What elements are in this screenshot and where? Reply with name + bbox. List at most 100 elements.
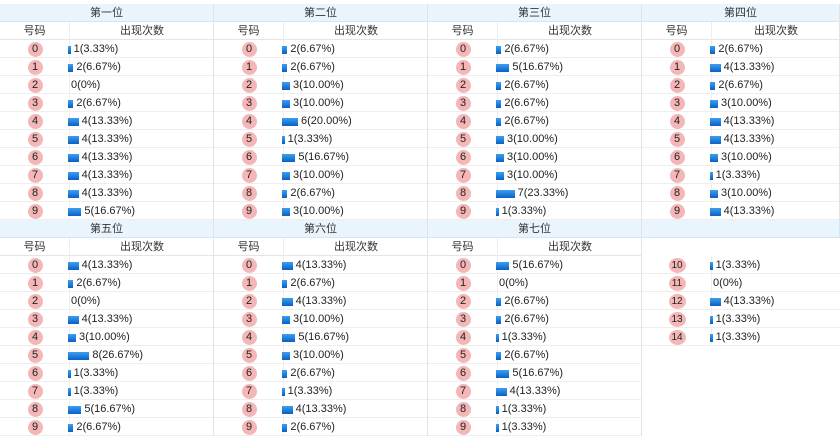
- number-ball: 9: [669, 204, 685, 219]
- digit-row: 5 4(13.33%): [0, 130, 214, 148]
- number-ball: 5: [27, 132, 43, 147]
- frequency-bar: [282, 424, 288, 432]
- code-cell: 4: [642, 112, 712, 130]
- code-cell: 0: [214, 256, 284, 274]
- frequency-bar: [496, 352, 502, 360]
- frequency-value: 2(6.67%): [290, 367, 335, 379]
- empty-title: [642, 220, 840, 238]
- code-cell: 13: [642, 310, 712, 328]
- number-ball: 7: [455, 384, 471, 399]
- number-ball: 4: [455, 330, 471, 345]
- code-cell: 6: [0, 364, 70, 382]
- code-cell: 8: [0, 184, 70, 202]
- number-ball: 8: [669, 186, 685, 201]
- frequency-bar: [496, 406, 499, 414]
- frequency-bar: [282, 136, 285, 144]
- code-cell: 1: [642, 58, 712, 76]
- digit-row: 7 4(13.33%): [428, 382, 642, 400]
- number-ball: 6: [455, 150, 471, 165]
- frequency-value: 0(0%): [713, 277, 743, 289]
- frequency-bar: [282, 208, 290, 216]
- frequency-value: 2(6.67%): [718, 79, 763, 91]
- digit-row: 3 3(10.00%): [642, 94, 840, 112]
- number-ball: 1: [27, 60, 43, 75]
- number-ball: 13: [668, 312, 686, 327]
- digit-row: 3 2(6.67%): [428, 94, 642, 112]
- code-cell: 0: [214, 40, 284, 58]
- digit-row: 6 5(16.67%): [428, 364, 642, 382]
- header-count: 出现次数: [284, 238, 428, 256]
- frequency-value: 0(0%): [71, 295, 101, 307]
- code-cell: 3: [428, 94, 498, 112]
- frequency-bar: [496, 208, 499, 216]
- frequency-bar: [710, 64, 721, 72]
- code-cell: 3: [428, 310, 498, 328]
- number-ball: 12: [668, 294, 686, 309]
- number-ball: 6: [669, 150, 685, 165]
- code-cell: 6: [0, 148, 70, 166]
- digit-row: 4 6(20.00%): [214, 112, 428, 130]
- number-ball: 1: [27, 276, 43, 291]
- digit-row: 1 4(13.33%): [642, 58, 840, 76]
- number-ball: 0: [455, 258, 471, 273]
- header-count: 出现次数: [70, 22, 214, 40]
- code-cell: 6: [428, 148, 498, 166]
- number-ball: 2: [669, 78, 685, 93]
- number-ball: 4: [669, 114, 685, 129]
- frequency-bar: [282, 388, 285, 396]
- number-ball: 7: [241, 384, 257, 399]
- frequency-bar: [68, 118, 79, 126]
- digit-row: 4 3(10.00%): [0, 328, 214, 346]
- digit-row: 0 2(6.67%): [642, 40, 840, 58]
- number-ball: 5: [455, 132, 471, 147]
- code-cell: 4: [0, 112, 70, 130]
- code-cell: 9: [214, 418, 284, 436]
- code-cell: 3: [214, 94, 284, 112]
- digit-row: 2 0(0%): [0, 292, 214, 310]
- number-ball: 9: [455, 204, 471, 219]
- frequency-bar: [282, 118, 298, 126]
- number-ball: 3: [669, 96, 685, 111]
- number-ball: 8: [27, 402, 43, 417]
- header-count: 出现次数: [284, 22, 428, 40]
- digit-row: 8 4(13.33%): [0, 184, 214, 202]
- header-code: 号码: [428, 22, 498, 40]
- number-ball: 5: [241, 132, 257, 147]
- frequency-value: 3(10.00%): [721, 97, 772, 109]
- digit-row: 2 3(10.00%): [214, 76, 428, 94]
- header-count: 出现次数: [70, 238, 214, 256]
- frequency-bar: [710, 190, 718, 198]
- number-ball: 9: [455, 420, 471, 435]
- digit-row: 0 4(13.33%): [214, 256, 428, 274]
- digit-row: 3 3(10.00%): [214, 94, 428, 112]
- digit-row: 3 3(10.00%): [214, 310, 428, 328]
- number-ball: 1: [241, 60, 257, 75]
- frequency-value: 4(13.33%): [81, 313, 133, 325]
- frequency-value: 1(3.33%): [715, 331, 761, 343]
- frequency-bar: [496, 424, 499, 432]
- code-cell: 4: [214, 328, 284, 346]
- digit-row: 7 1(3.33%): [0, 382, 214, 400]
- extra-number-row: 12 4(13.33%): [642, 292, 840, 310]
- position-title: 第三位: [428, 4, 642, 22]
- frequency-value: 1(3.33%): [501, 205, 547, 217]
- extra-numbers-block: 10 1(3.33%) 11 0(0%) 12 4(13.33%) 13 1(3.33%) 14…: [642, 220, 840, 346]
- code-cell: 8: [428, 400, 498, 418]
- digit-row: 8 1(3.33%): [428, 400, 642, 418]
- frequency-bar: [282, 190, 288, 198]
- digit-row: 2 4(13.33%): [214, 292, 428, 310]
- frequency-bar: [68, 262, 79, 270]
- frequency-bar: [68, 370, 71, 378]
- frequency-bar: [496, 82, 502, 90]
- frequency-bar: [68, 280, 74, 288]
- block-divider: [641, 220, 642, 436]
- code-cell: 4: [428, 328, 498, 346]
- digit-row: 8 4(13.33%): [214, 400, 428, 418]
- position-title: 第六位: [214, 220, 428, 238]
- code-cell: 6: [428, 364, 498, 382]
- frequency-value: 2(6.67%): [504, 349, 549, 361]
- digit-row: 0 4(13.33%): [0, 256, 214, 274]
- number-ball: 10: [668, 258, 686, 273]
- number-ball: 5: [27, 348, 43, 363]
- code-cell: 2: [0, 76, 70, 94]
